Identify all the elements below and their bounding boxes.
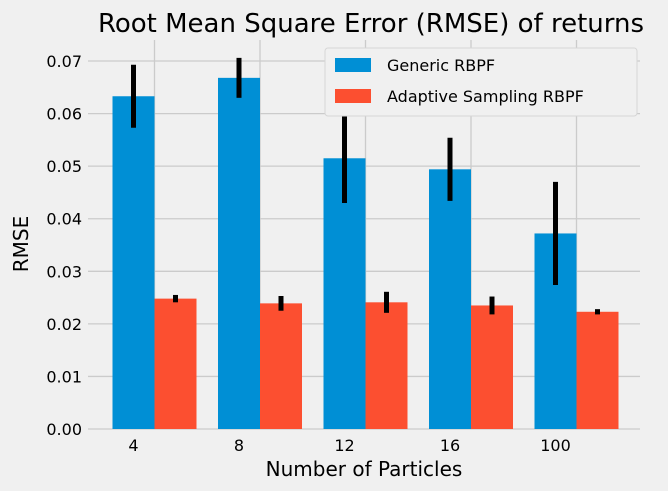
x-tick-label: 8 — [234, 436, 244, 455]
y-tick-label: 0.05 — [46, 157, 82, 176]
y-tick-label: 0.07 — [46, 52, 82, 71]
legend-label-adaptive-sampling-rbpf: Adaptive Sampling RBPF — [387, 87, 584, 106]
legend-swatch-generic-rbpf — [335, 58, 371, 72]
y-tick-label: 0.04 — [46, 210, 82, 229]
chart-title: Root Mean Square Error (RMSE) of returns — [98, 9, 644, 39]
x-tick-label: 16 — [440, 436, 460, 455]
legend: Generic RBPF Adaptive Sampling RBPF — [324, 47, 638, 117]
legend-box — [324, 47, 638, 117]
y-tick-label: 0.03 — [46, 262, 82, 281]
bar-generic-rbpf — [112, 96, 155, 429]
bar-generic-rbpf — [429, 169, 471, 429]
y-tick-label: 0.06 — [46, 105, 82, 124]
bar-adaptive-sampling-rbpf — [576, 311, 619, 429]
bar-adaptive-sampling-rbpf — [471, 305, 513, 429]
legend-label-generic-rbpf: Generic RBPF — [387, 56, 495, 75]
error-bars — [131, 57, 600, 315]
x-tick-label: 12 — [334, 436, 354, 455]
y-tick-label: 0.02 — [46, 315, 82, 334]
bar-generic-rbpf — [218, 77, 260, 430]
x-axis-ticks: 4 8 12 16 100 — [128, 436, 570, 455]
legend-swatch-adaptive-sampling-rbpf — [335, 89, 371, 103]
bars — [112, 77, 619, 430]
x-tick-label: 4 — [128, 436, 138, 455]
y-axis-label: RMSE — [9, 216, 33, 272]
x-tick-label: 100 — [540, 436, 571, 455]
x-axis-label: Number of Particles — [266, 457, 463, 481]
bar-generic-rbpf — [323, 158, 366, 429]
bar-adaptive-sampling-rbpf — [365, 302, 408, 429]
y-axis-ticks: 0.00 0.01 0.02 0.03 0.04 0.05 0.06 0.07 — [46, 52, 82, 439]
bar-adaptive-sampling-rbpf — [260, 303, 302, 429]
y-tick-label: 0.01 — [46, 367, 82, 386]
bar-adaptive-sampling-rbpf — [154, 298, 197, 429]
y-tick-label: 0.00 — [46, 420, 82, 439]
